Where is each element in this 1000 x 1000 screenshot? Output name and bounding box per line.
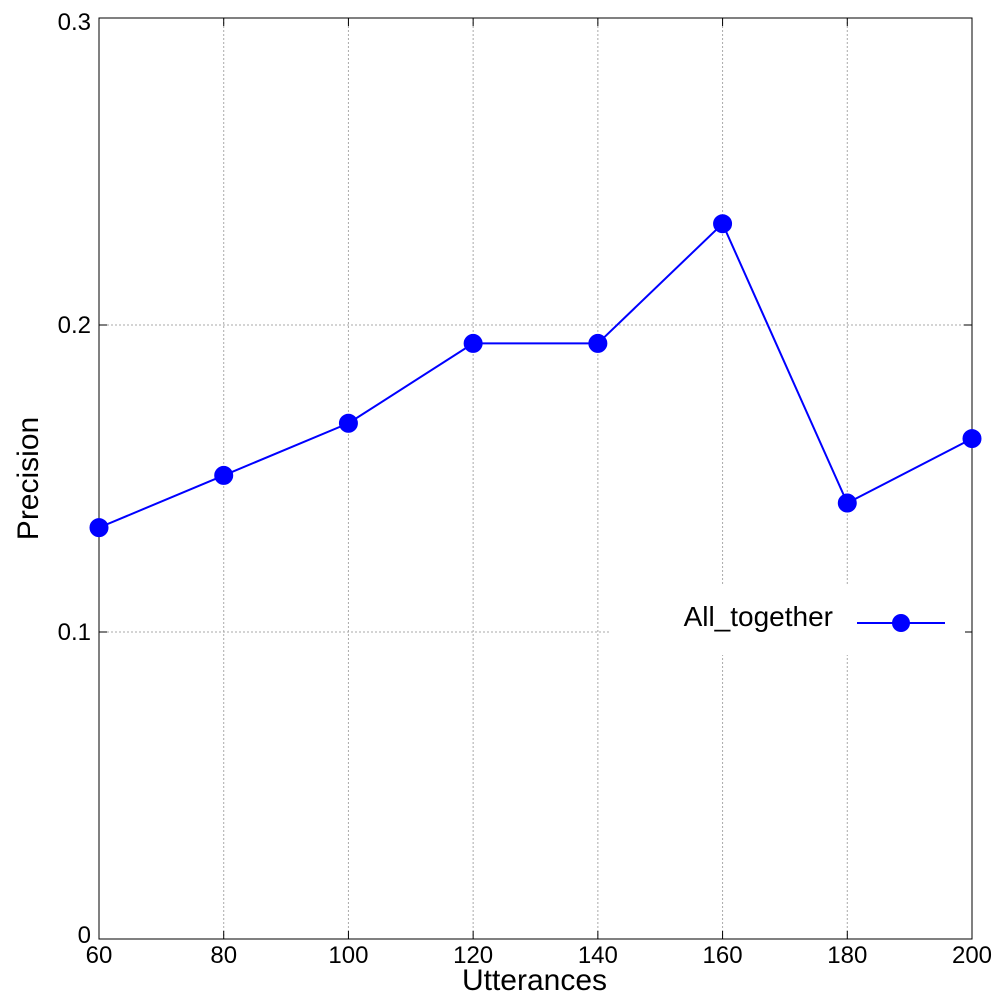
series-line [98, 221, 973, 529]
x-tick-label: 160 [703, 942, 743, 969]
data-point [588, 333, 608, 353]
plot-frame [98, 17, 973, 940]
y-tick-label: 0 [78, 922, 91, 949]
legend-label: All_together [684, 601, 833, 632]
data-point [837, 493, 857, 513]
x-tick-label: 120 [453, 942, 493, 969]
x-tick-label: 60 [86, 942, 113, 969]
x-tick-label: 200 [952, 942, 992, 969]
data-point [89, 518, 109, 538]
x-tick-label: 80 [210, 942, 237, 969]
grid-lines [99, 18, 972, 939]
y-axis-title: Precision [12, 417, 45, 540]
x-axis-title: Utterances [462, 964, 607, 997]
data-point [713, 214, 733, 234]
data-point [338, 413, 358, 433]
x-tick-label: 140 [578, 942, 618, 969]
x-tick-label: 180 [827, 942, 867, 969]
x-tick-label: 100 [328, 942, 368, 969]
legend-marker-sample [892, 614, 910, 632]
data-point [962, 429, 982, 449]
y-tick-label: 0.3 [58, 9, 91, 36]
legend: All_together [610, 585, 965, 655]
axis-ticks: 60 80 100 120 140 160 180 200 0 0.1 0.2 0.3 [58, 9, 992, 969]
series-lines [98, 221, 973, 529]
data-point [214, 465, 234, 485]
y-tick-label: 0.1 [58, 619, 91, 646]
series-markers [89, 214, 982, 538]
y-tick-label: 0.2 [58, 312, 91, 339]
data-point [463, 333, 483, 353]
